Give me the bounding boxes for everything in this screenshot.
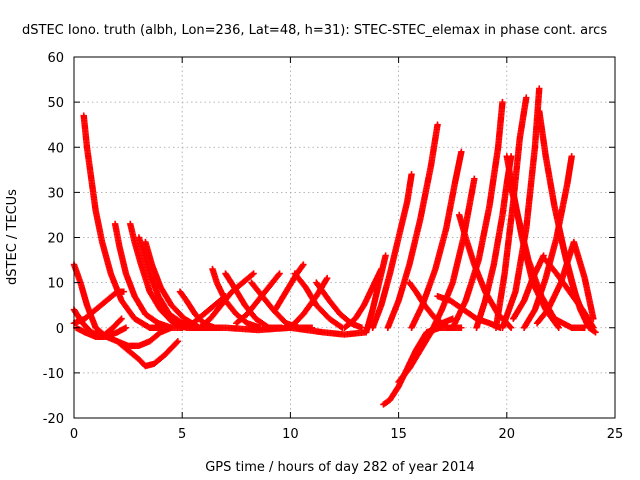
data-point <box>434 121 441 128</box>
data-point <box>249 271 256 278</box>
data-point <box>499 98 506 106</box>
series-29 <box>408 148 465 331</box>
data-point <box>117 316 124 324</box>
x-tick-label: 5 <box>178 427 186 442</box>
data-point <box>408 171 415 178</box>
data-point <box>118 315 125 322</box>
y-tick-label: -20 <box>43 412 64 427</box>
data-point <box>536 85 543 92</box>
x-tick-label: 10 <box>282 427 299 442</box>
data-point <box>382 252 389 259</box>
x-axis-label: GPS time / hours of day 282 of year 2014 <box>205 460 475 475</box>
y-tick-label: 40 <box>47 141 64 156</box>
data-point <box>323 274 331 282</box>
data-marks <box>70 85 599 408</box>
y-axis-label: dSTEC / TECUs <box>5 189 20 285</box>
series-21 <box>189 324 370 338</box>
data-point <box>592 329 599 336</box>
series-4 <box>70 288 127 327</box>
data-point <box>275 271 282 279</box>
y-tick-label: 60 <box>47 51 64 66</box>
series-24 <box>380 324 456 408</box>
series-17 <box>272 261 307 313</box>
series-28 <box>406 279 465 331</box>
chart-title: dSTEC Iono. truth (albh, Lon=236, Lat=48… <box>22 23 607 38</box>
series-30 <box>430 175 478 331</box>
data-point <box>507 324 515 331</box>
data-point <box>590 315 597 322</box>
data-point <box>299 262 306 270</box>
data-point <box>554 323 562 330</box>
data-point <box>568 153 575 160</box>
data-point <box>250 270 257 277</box>
axis-ticks: 0 5 10 15 20 25 -20 -10 0 10 20 30 40 50 60 <box>43 51 624 442</box>
data-point <box>540 252 547 259</box>
y-tick-label: -10 <box>43 367 64 382</box>
y-tick-label: 10 <box>47 277 64 292</box>
series-44 <box>542 256 597 331</box>
data-point <box>590 324 597 331</box>
y-tick-label: 20 <box>47 232 64 247</box>
series-9 <box>114 324 175 349</box>
y-tick-label: 50 <box>47 96 64 111</box>
y-tick-label: 0 <box>56 322 64 337</box>
data-point <box>506 323 514 330</box>
data-point <box>591 328 598 335</box>
series-43 <box>510 252 547 322</box>
series-23 <box>362 252 389 336</box>
series-33 <box>449 98 506 331</box>
series-34 <box>473 153 515 331</box>
data-point <box>174 338 182 345</box>
x-tick-label: 25 <box>607 427 624 442</box>
x-tick-label: 20 <box>499 427 516 442</box>
data-point <box>458 324 465 331</box>
data-point <box>120 288 127 295</box>
y-tick-label: 30 <box>47 186 64 201</box>
data-point <box>276 270 283 277</box>
data-point <box>173 339 180 346</box>
data-point <box>555 324 562 331</box>
series-27 <box>384 121 441 331</box>
data-point <box>523 94 530 101</box>
x-tick-label: 0 <box>70 427 78 442</box>
data-point <box>471 175 478 183</box>
data-point <box>300 261 307 268</box>
data-point <box>168 324 175 331</box>
x-tick-label: 15 <box>390 427 407 442</box>
series-36 <box>492 94 530 331</box>
data-point <box>122 324 130 331</box>
series-25 <box>369 171 415 331</box>
series-19 <box>287 274 331 331</box>
data-point <box>458 148 465 155</box>
series-40 <box>520 153 575 331</box>
